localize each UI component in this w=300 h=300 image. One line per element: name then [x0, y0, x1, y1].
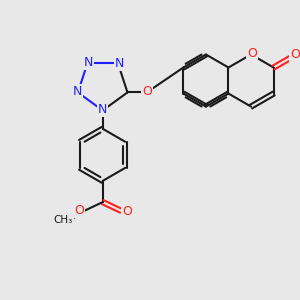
Text: O: O: [142, 85, 152, 98]
Text: N: N: [84, 56, 93, 69]
Text: N: N: [115, 57, 124, 70]
Text: N: N: [72, 85, 82, 98]
Text: N: N: [98, 103, 107, 116]
Text: CH₃: CH₃: [53, 215, 73, 225]
Text: O: O: [122, 205, 132, 218]
Text: O: O: [247, 46, 257, 59]
Text: O: O: [75, 204, 85, 217]
Text: O: O: [290, 49, 300, 62]
